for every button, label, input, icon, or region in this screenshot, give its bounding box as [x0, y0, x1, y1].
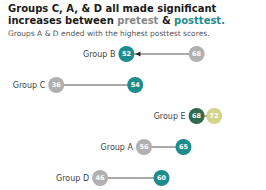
category-label: Group A: [101, 143, 134, 152]
data-label: 65: [179, 143, 189, 151]
arrow-head: [135, 52, 140, 57]
posttest-dot: [154, 170, 170, 186]
pretest-dot: [136, 139, 152, 155]
pretest-dot: [189, 46, 205, 62]
chart-container: Groups C, A, & D all made significantinc…: [0, 0, 266, 190]
pretest-dot: [206, 108, 222, 124]
data-label: 52: [122, 50, 131, 58]
posttest-dot: [189, 108, 205, 124]
data-label: 46: [96, 174, 106, 182]
title-part: pretest: [117, 15, 158, 26]
title-part: posttest.: [174, 15, 225, 26]
title-part: &: [158, 15, 174, 26]
title: Groups C, A, & D all made significant: [8, 3, 216, 14]
pretest-dot: [48, 77, 64, 93]
posttest-dot: [175, 139, 191, 155]
data-label: 68: [192, 112, 202, 120]
subtitle: Groups A & D ended with the highest post…: [8, 29, 210, 38]
title: increases between pretest & posttest.: [8, 15, 225, 26]
data-label: 56: [139, 143, 149, 151]
pretest-dot: [92, 170, 108, 186]
title-part: increases between: [8, 15, 117, 26]
category-label: Group E: [154, 112, 186, 121]
chart: Groups C, A, & D all made significantinc…: [0, 0, 266, 190]
marks: [48, 46, 222, 186]
category-label: Group D: [56, 174, 89, 183]
data-label: 72: [210, 112, 219, 120]
connector: [100, 178, 161, 179]
posttest-dot: [118, 46, 134, 62]
data-label: 54: [131, 81, 141, 89]
posttest-dot: [127, 77, 143, 93]
data-label: 60: [157, 174, 167, 182]
category-label: Group B: [83, 50, 115, 59]
labels: 68 52 Group B 36 54 Group C 72 68 Group E 56 65 Gro…: [13, 50, 219, 183]
data-label: 68: [192, 50, 202, 58]
data-label: 36: [52, 81, 62, 89]
category-label: Group C: [13, 81, 46, 90]
connector: [56, 85, 135, 86]
